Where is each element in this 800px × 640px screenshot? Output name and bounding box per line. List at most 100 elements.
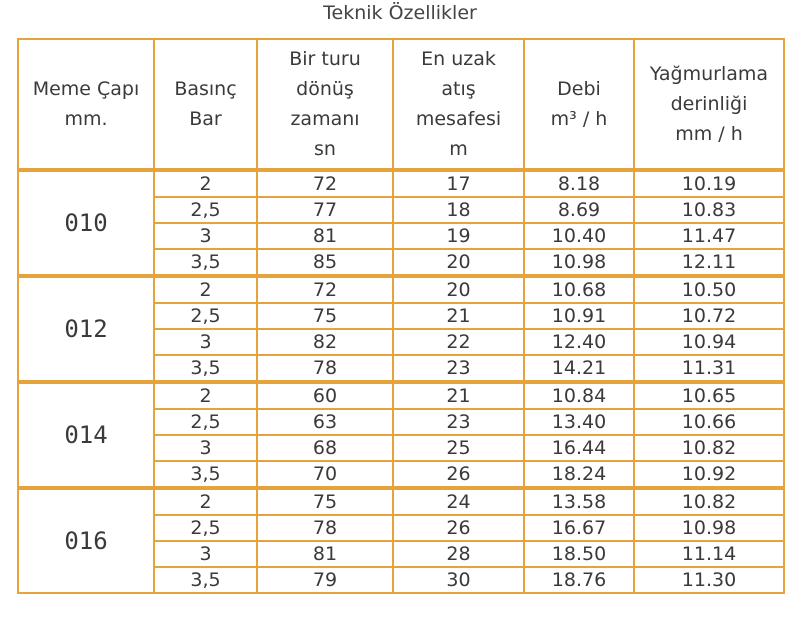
data-cell: 10.94 <box>633 328 785 356</box>
data-cell: 25 <box>392 434 525 462</box>
data-cell: 82 <box>256 328 394 356</box>
header-line: derinliği <box>670 93 748 115</box>
data-cell: 11.47 <box>633 222 785 250</box>
data-cell: 75 <box>256 486 394 516</box>
data-cell: 3 <box>153 328 258 356</box>
header-line: mm / h <box>675 123 743 145</box>
data-row: 012 2 72 20 10.68 10.50 <box>17 274 785 383</box>
data-cell: 10.83 <box>633 196 785 224</box>
data-cell: 10.72 <box>633 302 785 330</box>
data-cell: 78 <box>256 514 394 542</box>
data-cell: 3,5 <box>153 460 258 489</box>
data-row: 3 82 22 12.40 10.94 <box>18 328 785 356</box>
data-cell: 10.91 <box>523 302 635 330</box>
data-cell: 10.50 <box>633 274 785 304</box>
data-cell: 2,5 <box>153 408 258 436</box>
data-cell: 16.67 <box>523 514 635 542</box>
data-cell: 13.58 <box>523 486 635 516</box>
data-cell: 18 <box>392 196 525 224</box>
data-cell: 75 <box>256 302 394 330</box>
header-line: En uzak <box>421 48 496 70</box>
data-cell: 21 <box>392 380 525 410</box>
data-cell: 14.21 <box>523 354 635 383</box>
header-line: mm. <box>64 108 108 130</box>
data-cell: 2,5 <box>153 514 258 542</box>
header-line: Yağmurlama <box>649 63 769 85</box>
header-line: zamanı <box>290 108 360 130</box>
data-cell: 3 <box>153 222 258 250</box>
data-cell: 3,5 <box>153 354 258 383</box>
data-cell: 3 <box>153 434 258 462</box>
data-cell: 11.31 <box>633 354 785 383</box>
data-row: 3 81 19 10.40 11.47 <box>18 222 785 250</box>
data-cell: 21 <box>392 302 525 330</box>
data-row: 3,5 85 20 10.98 12.11 <box>18 248 785 277</box>
header-line: Basınç <box>174 78 237 100</box>
data-cell: 19 <box>392 222 525 250</box>
spec-table: Meme Çapı mm. Basınç Bar Bir turu dönüş zamanı… <box>17 38 785 594</box>
data-cell: 77 <box>256 196 394 224</box>
data-cell: 10.82 <box>633 434 785 462</box>
group-label: 012 <box>17 274 155 383</box>
data-cell: 3 <box>153 540 258 568</box>
data-row: 2,5 75 21 10.91 10.72 <box>18 302 785 330</box>
data-cell: 2,5 <box>153 302 258 330</box>
data-cell: 8.69 <box>523 196 635 224</box>
data-row: 010 2 72 17 8.18 10.19 <box>17 168 785 277</box>
header-line: mesafesi <box>415 108 502 130</box>
header-line: Bir turu <box>289 48 361 70</box>
header-cell: Basınç Bar <box>153 38 258 171</box>
data-cell: 10.98 <box>633 514 785 542</box>
data-cell: 85 <box>256 248 394 277</box>
data-cell: 12.40 <box>523 328 635 356</box>
data-cell: 10.98 <box>523 248 635 277</box>
data-cell: 10.82 <box>633 486 785 516</box>
data-cell: 12.11 <box>633 248 785 277</box>
header-cell: En uzak atış mesafesi m <box>392 38 525 171</box>
group-label: 010 <box>17 168 155 277</box>
data-cell: 26 <box>392 514 525 542</box>
data-cell: 20 <box>392 248 525 277</box>
data-row: 3 68 25 16.44 10.82 <box>18 434 785 462</box>
header-line: Debi <box>557 78 601 100</box>
data-cell: 11.30 <box>633 566 785 594</box>
data-cell: 2 <box>153 486 258 516</box>
data-cell: 63 <box>256 408 394 436</box>
data-row: 2,5 78 26 16.67 10.98 <box>18 514 785 542</box>
data-cell: 10.40 <box>523 222 635 250</box>
data-cell: 10.92 <box>633 460 785 489</box>
data-cell: 79 <box>256 566 394 594</box>
data-cell: 2 <box>153 380 258 410</box>
data-cell: 72 <box>256 168 394 198</box>
data-cell: 72 <box>256 274 394 304</box>
data-cell: 10.19 <box>633 168 785 198</box>
data-cell: 17 <box>392 168 525 198</box>
header-row: Meme Çapı mm. Basınç Bar Bir turu dönüş zamanı… <box>17 38 785 171</box>
header-cell: Meme Çapı mm. <box>17 38 155 171</box>
header-line: Bar <box>189 108 222 130</box>
data-cell: 2 <box>153 274 258 304</box>
data-cell: 10.68 <box>523 274 635 304</box>
data-row: 3 81 28 18.50 11.14 <box>18 540 785 568</box>
header-line: m <box>449 138 468 160</box>
title: Teknik Özellikler <box>323 2 477 24</box>
header-cell: Yağmurlama derinliği mm / h <box>633 38 785 171</box>
header-cell: Debi m³ / h <box>523 38 635 171</box>
data-row: 2,5 63 23 13.40 10.66 <box>18 408 785 436</box>
header-line: Meme Çapı <box>32 78 140 100</box>
data-cell: 81 <box>256 222 394 250</box>
data-cell: 18.24 <box>523 460 635 489</box>
data-cell: 28 <box>392 540 525 568</box>
data-cell: 24 <box>392 486 525 516</box>
data-cell: 13.40 <box>523 408 635 436</box>
data-row: 2,5 77 18 8.69 10.83 <box>18 196 785 224</box>
data-cell: 30 <box>392 566 525 594</box>
data-cell: 10.65 <box>633 380 785 410</box>
data-row: 3,5 79 30 18.76 11.30 <box>18 566 785 594</box>
group-label: 014 <box>17 380 155 489</box>
data-cell: 20 <box>392 274 525 304</box>
header-line: atış <box>441 78 476 100</box>
group-label: 016 <box>17 486 155 594</box>
data-cell: 3,5 <box>153 566 258 594</box>
